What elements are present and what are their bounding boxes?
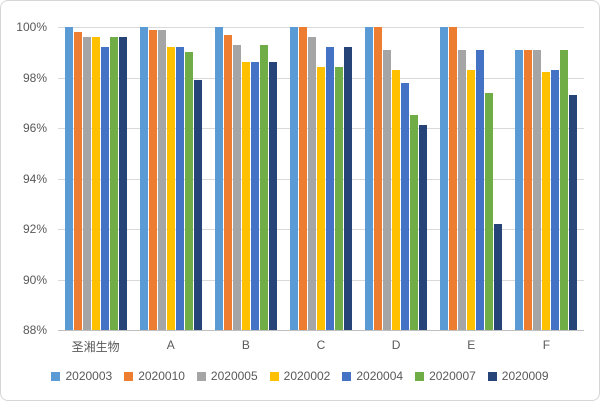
bar-2020010-F — [524, 49, 533, 330]
bar-2020005-B — [232, 44, 241, 330]
bar-2020003-E — [440, 27, 449, 330]
bar-2020002-C — [316, 67, 325, 330]
bar-2020005-A — [157, 29, 166, 330]
legend-item-2020003: 2020003 — [51, 369, 112, 383]
bar-2020002-F — [542, 72, 551, 330]
plot-area — [58, 27, 584, 331]
bar-2020007-圣湘生物 — [109, 37, 118, 330]
bar-2020010-E — [449, 27, 458, 330]
bar-group-C — [283, 27, 358, 330]
legend-swatch-icon — [487, 371, 497, 381]
legend-label: 2020003 — [65, 369, 113, 383]
legend-label: 2020010 — [138, 369, 185, 383]
x-axis: 圣湘生物 A B C D E F — [58, 338, 584, 355]
x-axis-category-label: F — [542, 338, 551, 352]
x-axis-category-label: A — [166, 338, 175, 352]
bar-2020005-D — [383, 49, 392, 330]
bar-2020003-A — [139, 27, 148, 330]
bar-2020007-A — [184, 52, 193, 330]
bar-2020010-C — [298, 27, 307, 330]
x-axis-category-label: 圣湘生物 — [71, 340, 120, 354]
legend-label: 2020009 — [501, 369, 549, 383]
bar-2020004-D — [401, 82, 410, 330]
bar-2020003-圣湘生物 — [64, 27, 73, 330]
bar-2020009-圣湘生物 — [118, 37, 127, 330]
bar-2020003-C — [289, 27, 298, 330]
bar-2020007-E — [485, 92, 494, 330]
legend-item-2020002: 2020002 — [269, 369, 331, 383]
bar-group-A — [133, 27, 208, 330]
bar-2020003-F — [515, 49, 524, 330]
bar-2020007-F — [560, 49, 569, 330]
bar-2020007-C — [334, 67, 343, 330]
bar-group-D — [359, 27, 434, 330]
bar-2020004-A — [175, 47, 184, 330]
legend-label: 2020004 — [356, 369, 404, 383]
bar-group-圣湘生物 — [58, 27, 133, 330]
y-axis: 100% 98% 96% 94% 92% 90% 88% — [1, 1, 51, 400]
x-axis-category-label: C — [316, 338, 326, 352]
y-axis-tick-label: 96% — [22, 121, 47, 135]
bar-2020003-D — [365, 27, 374, 330]
y-axis-tick-label: 100% — [16, 20, 47, 34]
bar-2020010-圣湘生物 — [73, 32, 82, 330]
bar-2020004-圣湘生物 — [100, 47, 109, 330]
bar-groups — [58, 27, 584, 330]
bar-2020009-B — [268, 62, 277, 330]
bar-2020007-B — [259, 44, 268, 330]
bar-2020005-F — [533, 49, 542, 330]
bar-2020009-F — [569, 95, 578, 330]
legend-swatch-icon — [196, 371, 206, 381]
legend-item-2020005: 2020005 — [196, 369, 258, 383]
bar-2020004-F — [551, 69, 560, 330]
bar-2020005-E — [458, 49, 467, 330]
legend-label: 2020007 — [429, 369, 476, 383]
bar-2020002-E — [467, 69, 476, 330]
x-axis-category-label: B — [241, 338, 250, 352]
bar-2020002-A — [166, 47, 175, 330]
bar-group-B — [208, 27, 283, 330]
bar-group-F — [509, 27, 584, 330]
x-axis-category-label: D — [391, 338, 401, 352]
bar-2020009-E — [494, 223, 503, 330]
legend-swatch-icon — [415, 371, 425, 381]
bar-2020010-B — [223, 34, 232, 330]
bar-2020002-圣湘生物 — [91, 37, 100, 330]
y-axis-tick-label: 92% — [22, 222, 47, 236]
legend-swatch-icon — [269, 371, 279, 381]
bar-2020004-C — [325, 47, 334, 330]
bar-group-E — [434, 27, 509, 330]
bar-2020003-B — [214, 27, 223, 330]
bar-2020010-D — [374, 27, 383, 330]
legend-label: 2020002 — [283, 369, 331, 383]
legend-item-2020007: 2020007 — [415, 369, 476, 383]
gridline — [58, 27, 584, 28]
legend: 2020003 2020010 2020005 2020002 2020004 20200… — [1, 369, 599, 383]
y-axis-tick-label: 94% — [22, 172, 47, 186]
legend-item-2020010: 2020010 — [124, 369, 185, 383]
bar-2020009-C — [343, 47, 352, 330]
bar-2020005-圣湘生物 — [82, 37, 91, 330]
legend-swatch-icon — [51, 371, 61, 381]
legend-swatch-icon — [124, 371, 134, 381]
bar-2020009-D — [419, 125, 428, 330]
x-axis-baseline — [58, 330, 584, 331]
x-axis-category-label: E — [467, 338, 476, 352]
bar-2020010-A — [148, 29, 157, 330]
bar-2020004-E — [476, 49, 485, 330]
legend-item-2020004: 2020004 — [342, 369, 403, 383]
y-axis-tick-label: 88% — [22, 323, 47, 337]
y-axis-tick-label: 90% — [22, 273, 47, 287]
bar-2020009-A — [193, 80, 202, 330]
legend-label: 2020005 — [210, 369, 258, 383]
bar-2020002-B — [241, 62, 250, 330]
bar-2020005-C — [307, 37, 316, 330]
y-axis-tick-label: 98% — [22, 71, 47, 85]
bar-2020002-D — [392, 69, 401, 330]
legend-swatch-icon — [342, 371, 352, 381]
bar-2020004-B — [250, 62, 259, 330]
legend-item-2020009: 2020009 — [487, 369, 549, 383]
bar-2020007-D — [410, 115, 419, 330]
